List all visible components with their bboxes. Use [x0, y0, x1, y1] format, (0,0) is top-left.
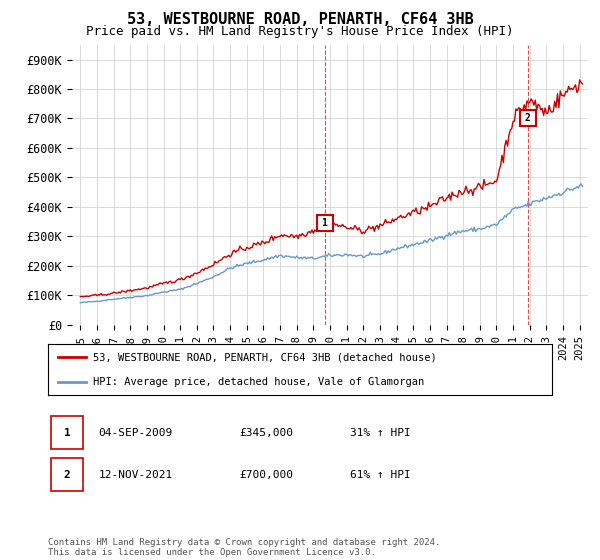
- Text: £345,000: £345,000: [239, 428, 293, 437]
- Text: 1: 1: [322, 218, 328, 228]
- Text: 61% ↑ HPI: 61% ↑ HPI: [350, 470, 411, 479]
- Text: 53, WESTBOURNE ROAD, PENARTH, CF64 3HB: 53, WESTBOURNE ROAD, PENARTH, CF64 3HB: [127, 12, 473, 27]
- FancyBboxPatch shape: [50, 416, 83, 449]
- Text: Contains HM Land Registry data © Crown copyright and database right 2024.
This d: Contains HM Land Registry data © Crown c…: [48, 538, 440, 557]
- Text: 1: 1: [64, 428, 71, 437]
- Text: 53, WESTBOURNE ROAD, PENARTH, CF64 3HB (detached house): 53, WESTBOURNE ROAD, PENARTH, CF64 3HB (…: [94, 352, 437, 362]
- Text: 12-NOV-2021: 12-NOV-2021: [98, 470, 173, 479]
- Text: 31% ↑ HPI: 31% ↑ HPI: [350, 428, 411, 437]
- Text: 2: 2: [524, 114, 530, 124]
- Text: £700,000: £700,000: [239, 470, 293, 479]
- Text: HPI: Average price, detached house, Vale of Glamorgan: HPI: Average price, detached house, Vale…: [94, 377, 425, 387]
- Text: Price paid vs. HM Land Registry's House Price Index (HPI): Price paid vs. HM Land Registry's House …: [86, 25, 514, 38]
- Text: 04-SEP-2009: 04-SEP-2009: [98, 428, 173, 437]
- FancyBboxPatch shape: [50, 458, 83, 491]
- Text: 2: 2: [64, 470, 71, 479]
